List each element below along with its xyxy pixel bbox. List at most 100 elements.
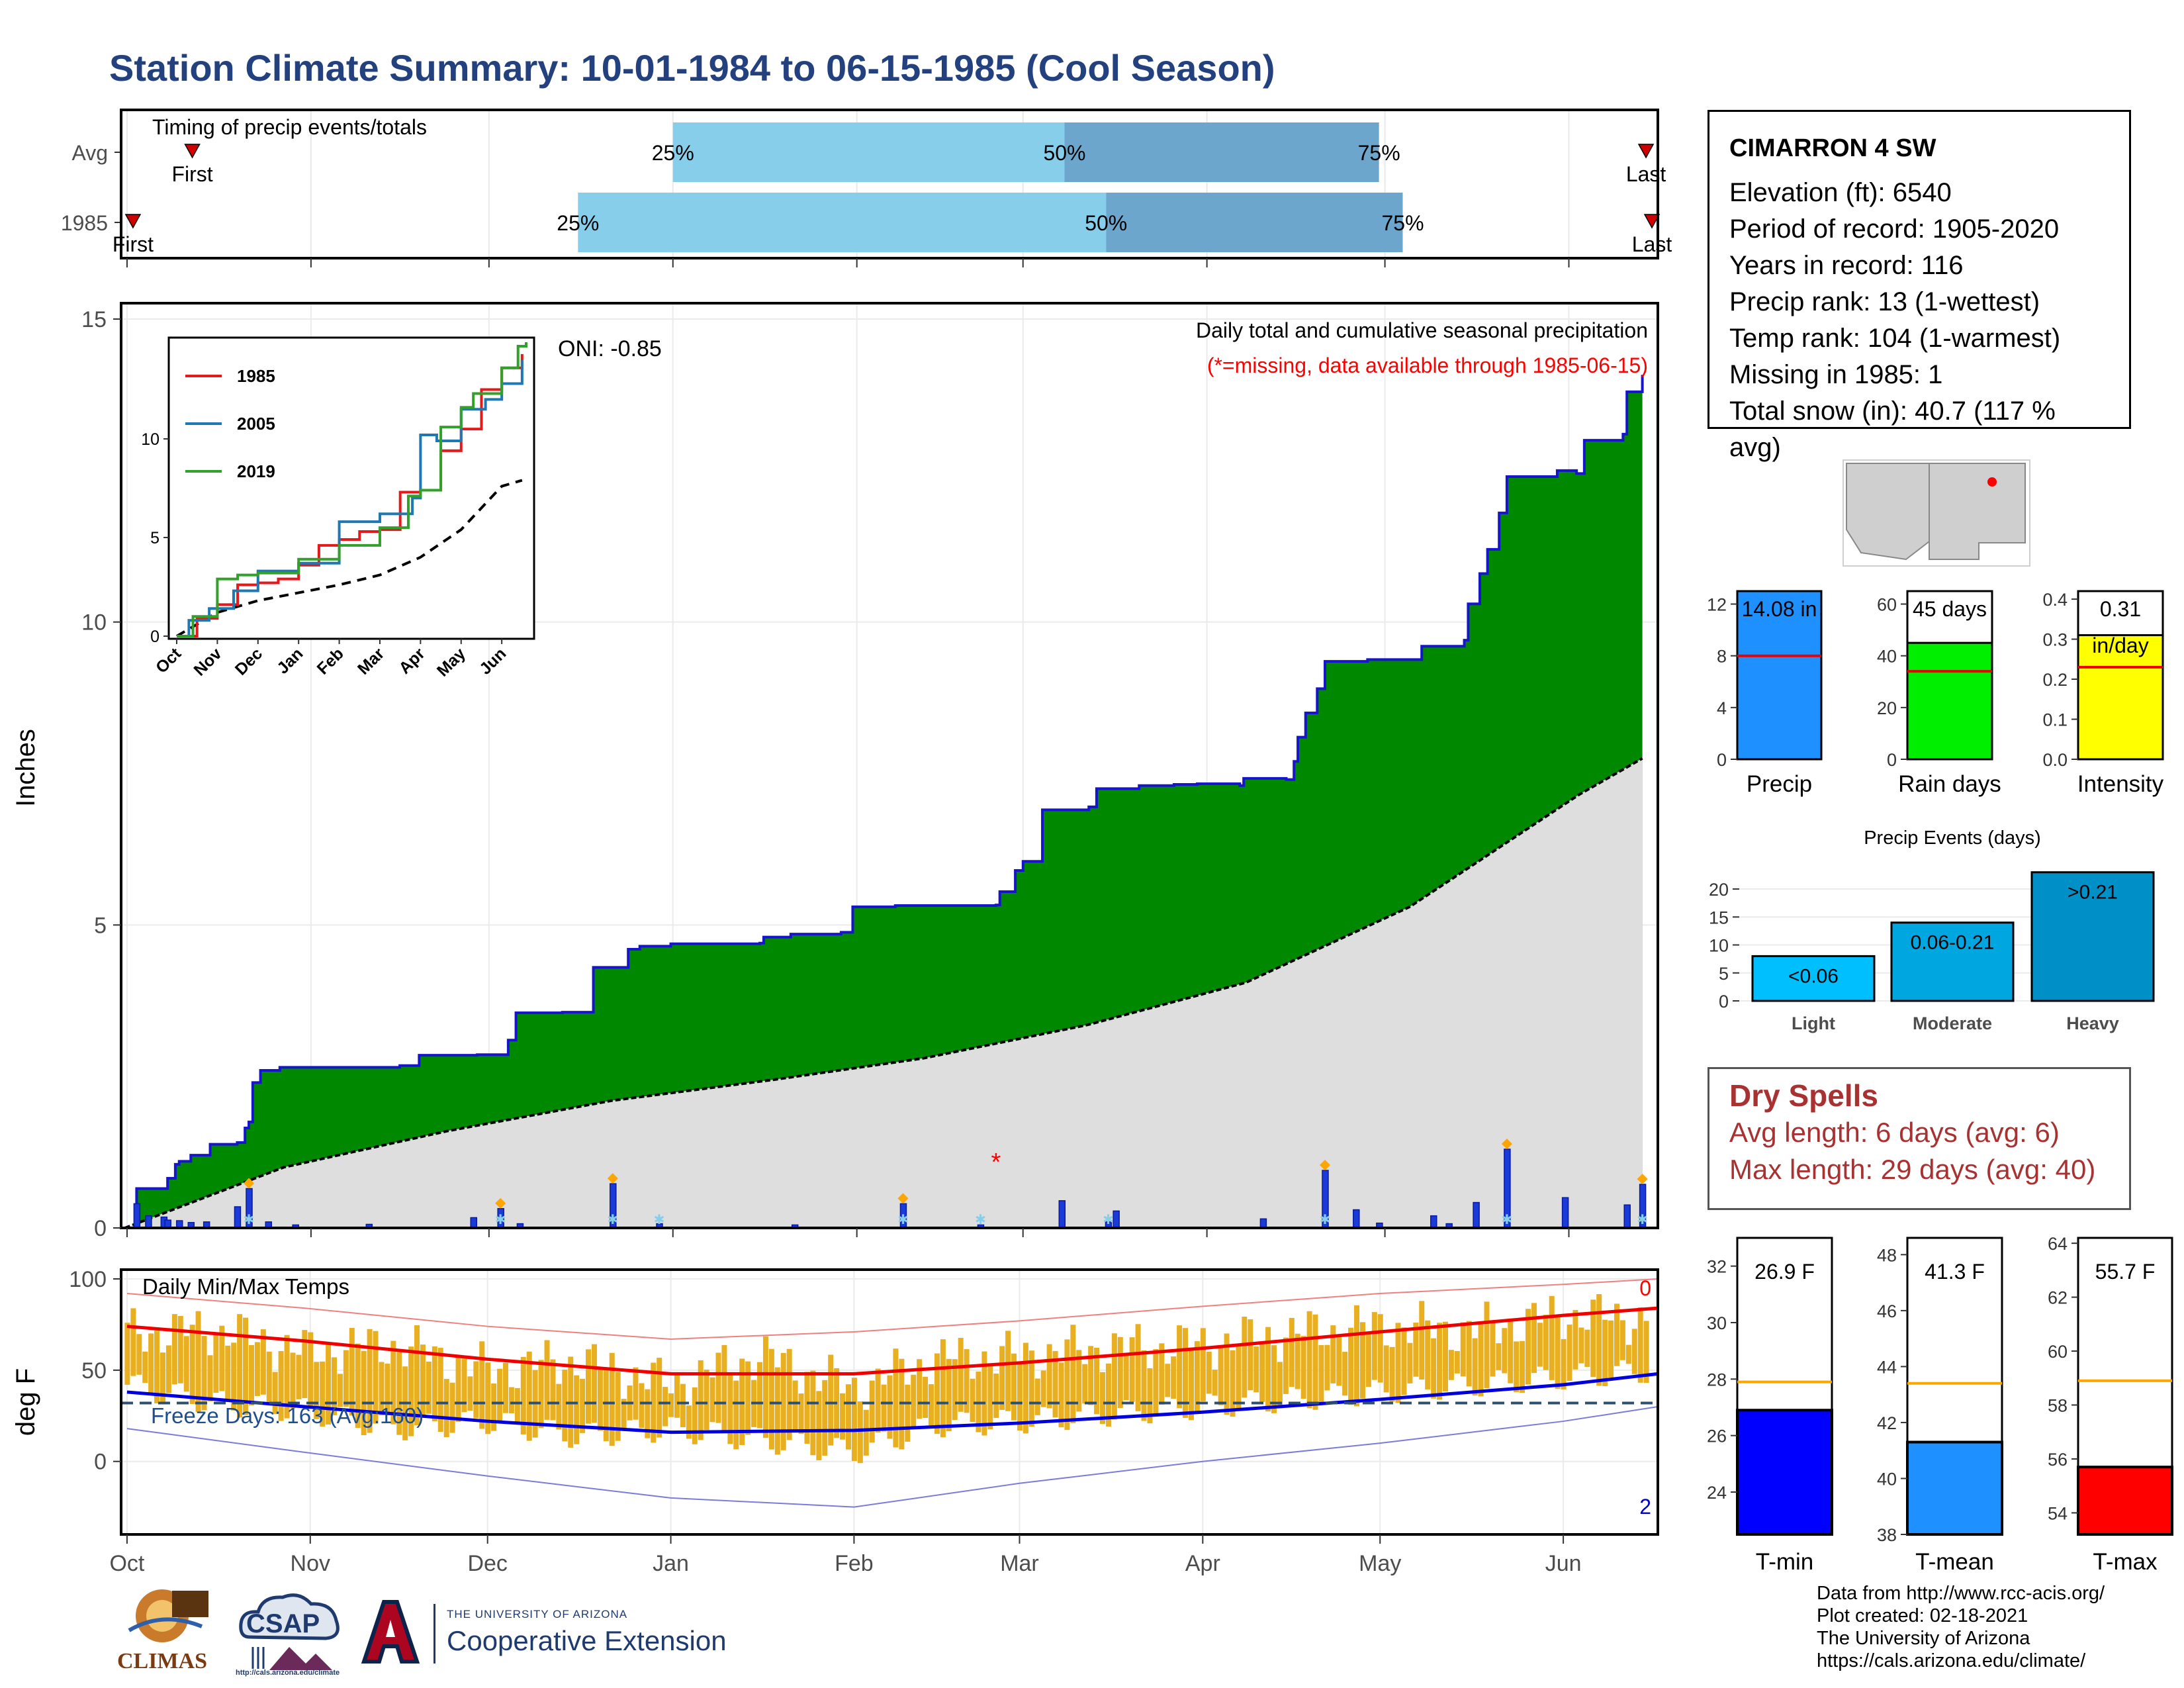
daily-temp-bar bbox=[1253, 1346, 1259, 1393]
daily-temp-bar bbox=[1484, 1301, 1490, 1388]
snow-day-icon: ✱ bbox=[1637, 1213, 1648, 1227]
events-bar bbox=[1751, 955, 1876, 1002]
daily-temp-bar bbox=[1395, 1323, 1401, 1403]
temp-summary-y-tick-label: 64 bbox=[2048, 1234, 2068, 1254]
dry-spells-title: Dry Spells bbox=[1729, 1078, 1878, 1113]
footer-line: Data from http://www.rcc-acis.org/ bbox=[1817, 1583, 2105, 1604]
record-low-count: 2 bbox=[1639, 1495, 1651, 1519]
daily-temp-bar bbox=[284, 1335, 290, 1419]
events-bar bbox=[1890, 921, 2015, 1002]
daily-temp-bar bbox=[651, 1362, 657, 1443]
daily-temp-bar bbox=[461, 1358, 467, 1413]
daily-temp-bar bbox=[1200, 1328, 1206, 1401]
ua-extension-name: Cooperative Extension bbox=[447, 1625, 727, 1656]
daily-temp-bar bbox=[272, 1372, 278, 1415]
temp-summary-y-tick-label: 26 bbox=[1707, 1427, 1727, 1446]
inset-x-tick-label: Jan bbox=[273, 644, 306, 677]
daily-temp-bar bbox=[1637, 1307, 1643, 1383]
inset-x-tick-label: Mar bbox=[354, 644, 388, 678]
daily-temp-bar bbox=[715, 1352, 721, 1423]
month-tick-label: May bbox=[1359, 1551, 1401, 1576]
season-y-tick-label: 60 bbox=[1877, 595, 1897, 615]
daily-temp-bar bbox=[1614, 1303, 1619, 1366]
daily-temp-bar bbox=[337, 1374, 343, 1407]
station-line: Temp rank: 104 (1-warmest) bbox=[1729, 324, 2061, 353]
record-high-line bbox=[126, 1278, 1659, 1340]
snow-day-icon: ✱ bbox=[654, 1213, 665, 1227]
daily-temp-bar bbox=[503, 1362, 508, 1413]
daily-temp-bar bbox=[367, 1329, 373, 1433]
map-state-shape bbox=[1929, 463, 2026, 560]
temp-bar-frame bbox=[1736, 1237, 1833, 1536]
timing-p25-label: 25% bbox=[652, 141, 694, 165]
season-value-unit: in/day bbox=[2092, 633, 2148, 657]
daily-temp-bar bbox=[857, 1401, 863, 1464]
daily-temp-bar bbox=[621, 1399, 627, 1430]
season-y-tick-label: 20 bbox=[1877, 698, 1897, 718]
daily-temp-bar bbox=[1135, 1324, 1141, 1411]
daily-temp-bar bbox=[308, 1332, 314, 1407]
daily-temp-bar bbox=[1312, 1314, 1318, 1410]
season-y-tick-label: 0.3 bbox=[2042, 630, 2068, 650]
daily-temp-bar bbox=[201, 1336, 207, 1411]
daily-temp-bar bbox=[290, 1352, 296, 1409]
daily-temp-bar bbox=[1389, 1346, 1395, 1402]
daily-temp-bar bbox=[745, 1361, 751, 1435]
ua-extension-logo: THE UNIVERSITY OF ARIZONA Cooperative Ex… bbox=[361, 1599, 731, 1671]
daily-temp-bar bbox=[1289, 1317, 1295, 1387]
daily-temp-bar bbox=[1023, 1342, 1028, 1434]
oni-label: ONI: -0.85 bbox=[558, 336, 662, 361]
last-marker-icon bbox=[1643, 214, 1661, 229]
daily-temp-bar bbox=[1005, 1331, 1011, 1411]
daily-temp-bar bbox=[1259, 1342, 1265, 1402]
daily-temp-bar bbox=[443, 1379, 449, 1438]
daily-precip-bar bbox=[1473, 1201, 1480, 1229]
daily-temp-bar bbox=[615, 1372, 621, 1441]
snow-marker-icon bbox=[607, 1173, 618, 1184]
daily-temp-bar bbox=[385, 1364, 390, 1415]
daily-temp-bar bbox=[1596, 1293, 1602, 1386]
daily-temp-bar bbox=[768, 1348, 774, 1450]
daily-temp-bar bbox=[727, 1373, 733, 1444]
daily-temp-bar bbox=[952, 1359, 958, 1421]
daily-temp-bar bbox=[1034, 1378, 1040, 1415]
temp-summary-y-tick-label: 56 bbox=[2048, 1450, 2068, 1470]
season-y-tick-label: 12 bbox=[1707, 595, 1727, 615]
season-bar-frame bbox=[1736, 590, 1823, 761]
daily-temp-bar bbox=[574, 1375, 580, 1444]
footer-line: The University of Arizona bbox=[1817, 1628, 2030, 1649]
daily-temp-bar bbox=[1177, 1325, 1183, 1409]
daily-temp-bar bbox=[923, 1376, 929, 1419]
inset-y-tick-label: 5 bbox=[150, 529, 159, 547]
events-y-tick-label: 5 bbox=[1719, 964, 1729, 984]
timing-last-label: Last bbox=[1626, 162, 1666, 186]
daily-temp-bar bbox=[1365, 1332, 1371, 1387]
station-location-icon bbox=[1987, 477, 1997, 487]
daily-temp-bar bbox=[1105, 1363, 1111, 1427]
daily-temp-bar bbox=[1537, 1323, 1543, 1367]
daily-temp-bar bbox=[917, 1359, 923, 1419]
freeze-days-label: Freeze Days: 163 (Avg:160) bbox=[151, 1403, 424, 1428]
csap-logo: CSAP http://cals.arizona.edu/climate bbox=[233, 1584, 347, 1678]
daily-temp-bar bbox=[148, 1333, 154, 1395]
daily-temp-bar bbox=[1011, 1353, 1017, 1421]
daily-temp-bar bbox=[467, 1376, 473, 1411]
temp-summary-y-tick-label: 54 bbox=[2048, 1503, 2068, 1523]
timing-bar-late bbox=[1106, 193, 1403, 252]
precip-y-tick-label: 10 bbox=[81, 610, 107, 635]
daily-temp-bar bbox=[804, 1372, 810, 1444]
temp-bars: 26.9 F 24 26 28 30 32 T-min 41.3 F 38 40 42 44 46 48 T… bbox=[1707, 1234, 2173, 1575]
temp-summary-y-tick-label: 40 bbox=[1877, 1469, 1897, 1489]
month-tick-label: Dec bbox=[467, 1551, 507, 1576]
footer-line: Plot created: 02-18-2021 bbox=[1817, 1605, 2028, 1626]
daily-temp-bar bbox=[1383, 1345, 1389, 1393]
daily-temp-bar bbox=[1478, 1322, 1484, 1397]
temp-y-tick-label: 0 bbox=[94, 1450, 107, 1475]
daily-temp-bar bbox=[1153, 1348, 1159, 1417]
events-bar-label: <0.06 bbox=[1788, 965, 1839, 987]
snow-marker-icon bbox=[495, 1197, 506, 1209]
daily-temp-bar bbox=[1578, 1327, 1584, 1364]
daily-temp-bar bbox=[437, 1348, 443, 1432]
cumulative-precip-line bbox=[124, 375, 1644, 1229]
